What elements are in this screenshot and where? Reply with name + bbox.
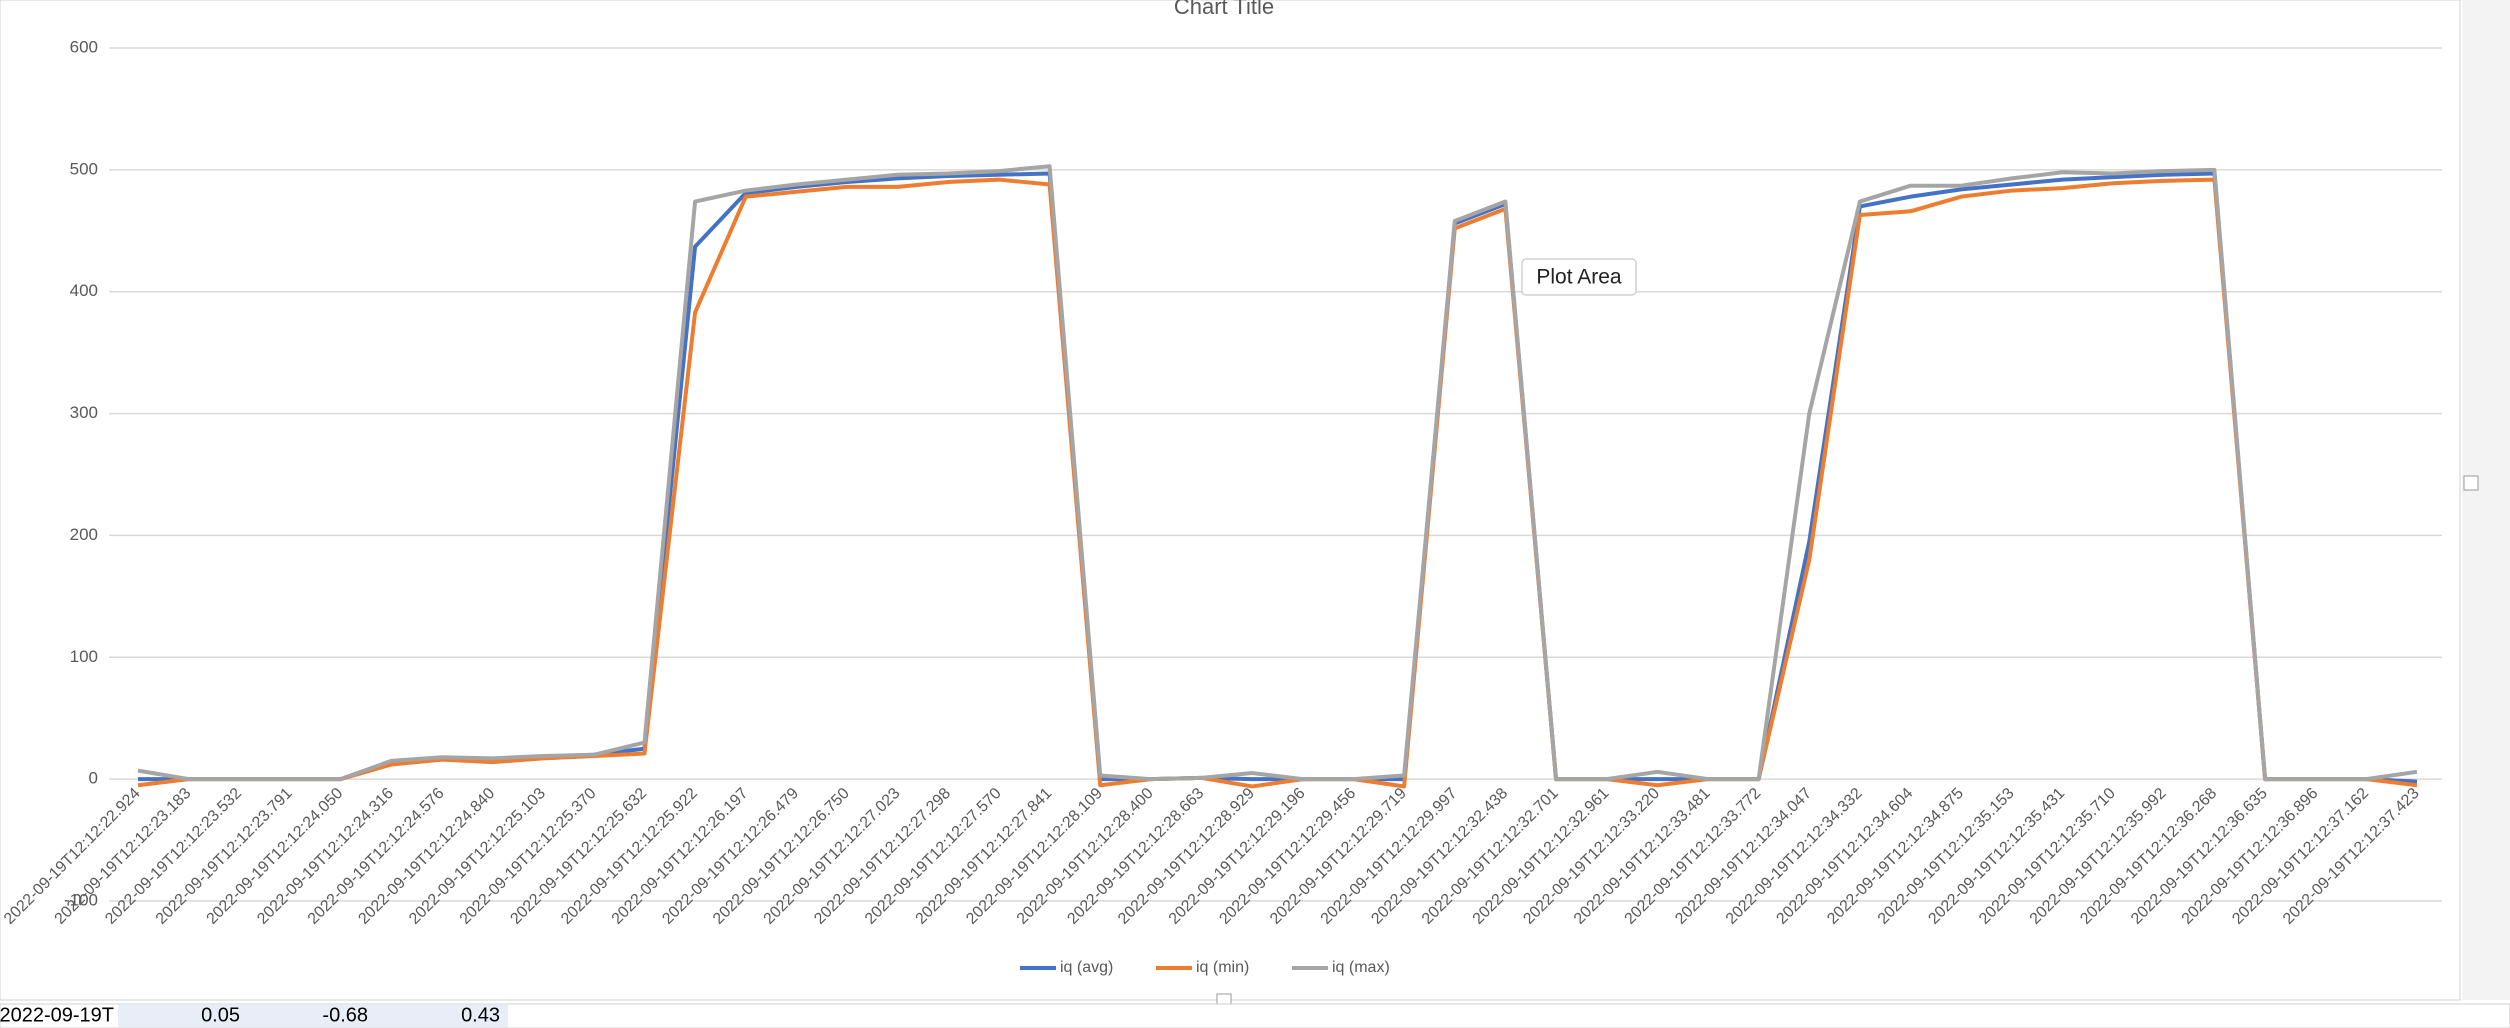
tooltip: Plot Area [1521, 258, 1637, 296]
chart-title: Chart Title [1174, 0, 1274, 19]
y-tick-label: -100 [64, 890, 98, 909]
resize-handle[interactable] [2463, 475, 2479, 491]
y-tick-label: 400 [70, 281, 98, 300]
legend-label: iq (avg) [1060, 959, 1113, 976]
selection [118, 1005, 508, 1027]
y-tick-label: 300 [70, 403, 98, 422]
y-tick-label: 600 [70, 37, 98, 56]
y-tick-label: 100 [70, 647, 98, 666]
series-line [137, 164, 2418, 782]
cell: -0.68 [322, 1004, 368, 1026]
y-tick-label: 500 [70, 159, 98, 178]
legend-label: iq (min) [1196, 959, 1249, 976]
chart-area [0, 0, 2461, 1001]
cell: 0.05 [201, 1004, 240, 1026]
y-tick-label: 0 [89, 769, 98, 788]
cell: 0.43 [461, 1004, 500, 1026]
cell: 2022-09-19T [0, 1004, 114, 1026]
series-line [137, 177, 2418, 789]
legend-label: iq (max) [1332, 959, 1390, 976]
tooltip-box [1521, 258, 1637, 296]
sheet-margin [2462, 0, 2510, 1000]
tooltip-text: Plot Area [1536, 266, 1622, 289]
y-tick-label: 200 [70, 525, 98, 544]
